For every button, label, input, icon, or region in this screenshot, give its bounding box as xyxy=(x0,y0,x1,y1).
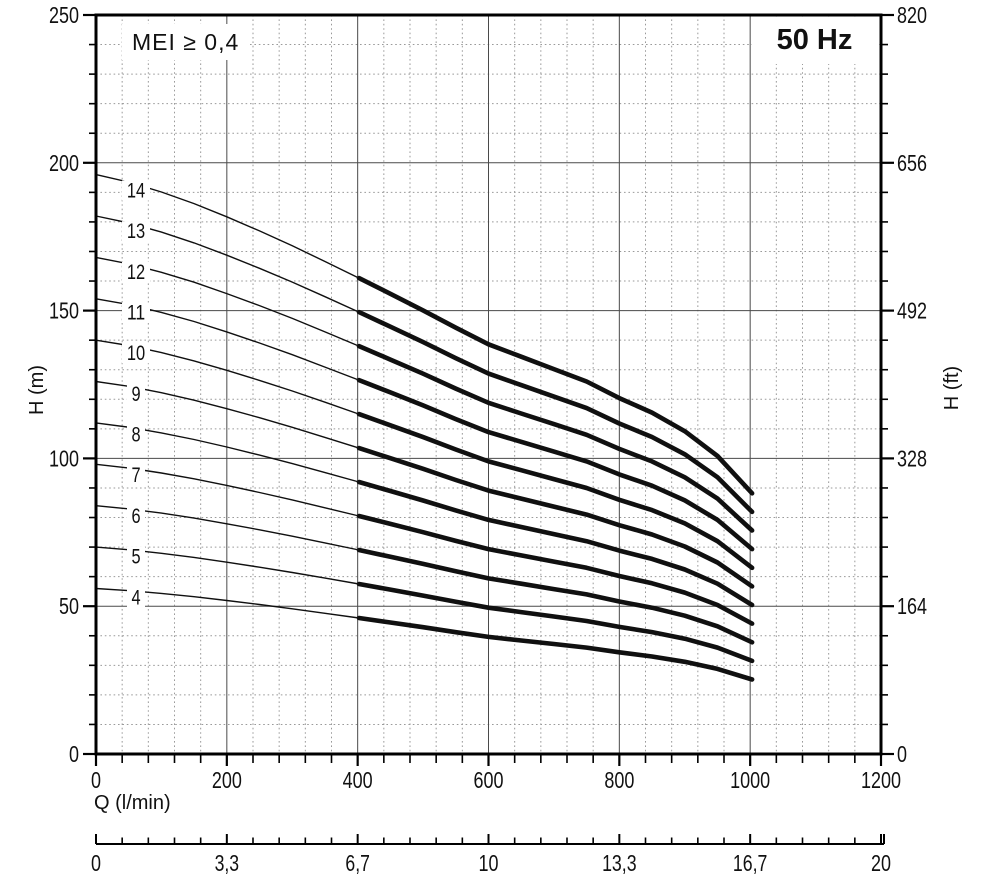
curve-label-bg-11 xyxy=(122,302,150,323)
y-axis-left-title: H (m) xyxy=(26,365,48,415)
curve-label-bg-5 xyxy=(127,546,145,567)
curve-labels: 14 13 12 11 10 9 8 7 6 5 4 xyxy=(122,179,150,609)
tick-label-x-0: 0 xyxy=(91,767,101,793)
tick-label-y-left-50: 50 xyxy=(59,593,79,619)
curve-14-thick xyxy=(356,275,755,496)
tick-label-x-secondary-20: 20 xyxy=(871,850,891,876)
tick-label-y-right-328: 328 xyxy=(897,445,927,471)
curve-label-bg-12 xyxy=(122,261,150,282)
tick-label-y-right-492: 492 xyxy=(897,298,927,324)
frequency-badge: 50 Hz xyxy=(752,17,877,64)
curves xyxy=(95,173,755,682)
curve-label-7: 7 xyxy=(131,464,140,487)
tick-label-y-right-0: 0 xyxy=(897,741,907,767)
tick-label-x-secondary-0: 0 xyxy=(91,850,101,876)
curve-label-bg-6 xyxy=(127,505,145,526)
tick-label-y-left-200: 200 xyxy=(49,150,79,176)
tick-label-y-left-150: 150 xyxy=(49,298,79,324)
tick-label-x-secondary-10: 10 xyxy=(479,850,499,876)
curve-12-thick xyxy=(356,343,755,533)
curve-label-bg-8 xyxy=(127,424,145,445)
tick-label-y-right-820: 820 xyxy=(897,2,927,28)
curve-label-bg-14 xyxy=(122,180,150,201)
curve-11-thick xyxy=(356,377,755,552)
curve-label-12: 12 xyxy=(127,261,145,284)
tick-label-x-secondary-3,3: 3,3 xyxy=(215,850,240,876)
mei-badge: MEI ≥ 0,4 xyxy=(122,24,250,60)
tick-label-x-secondary-6,7: 6,7 xyxy=(345,850,370,876)
curve-label-bg-10 xyxy=(122,343,150,364)
curve-label-bg-7 xyxy=(127,465,145,486)
tick-label-x-secondary-13,3: 13,3 xyxy=(602,850,637,876)
tick-label-y-left-250: 250 xyxy=(49,2,79,28)
curve-label-6: 6 xyxy=(131,505,140,528)
curve-8-thick xyxy=(356,479,755,608)
curve-label-13: 13 xyxy=(127,220,145,243)
curve-7-thick xyxy=(356,513,755,626)
curve-label-4: 4 xyxy=(131,586,140,609)
curve-label-bg-4 xyxy=(127,587,145,608)
curve-label-5: 5 xyxy=(131,546,140,569)
tick-label-y-left-0: 0 xyxy=(69,741,79,767)
x-axis-title: Q (l/min) xyxy=(94,792,171,814)
curve-4-thick xyxy=(356,615,755,682)
tick-label-x-800: 800 xyxy=(604,767,634,793)
tick-label-y-left-100: 100 xyxy=(49,445,79,471)
curve-label-bg-9 xyxy=(127,383,145,404)
curve-9-thick xyxy=(356,445,755,589)
curve-label-10: 10 xyxy=(127,342,145,365)
tick-label-y-right-164: 164 xyxy=(897,593,927,619)
tick-label-x-1200: 1200 xyxy=(861,767,901,793)
curve-label-11: 11 xyxy=(127,302,145,325)
secondary-axis: 0 3,3 6,7 10 13,3 16,7 20 xyxy=(91,834,891,876)
tick-label-x-secondary-16,7: 16,7 xyxy=(733,850,768,876)
curve-label-14: 14 xyxy=(127,179,146,202)
grid-major xyxy=(96,15,881,754)
axis-ticks xyxy=(83,13,894,766)
curve-13-thick xyxy=(356,309,755,515)
curve-label-bg-13 xyxy=(122,221,150,242)
tick-label-x-200: 200 xyxy=(212,767,242,793)
curve-5-thick xyxy=(356,581,755,664)
y-axis-right-title: H (ft) xyxy=(941,365,963,411)
tick-labels: 0 50 100 150 200 250 0 164 328 492 656 820 0 200 400 60… xyxy=(49,2,927,793)
tick-label-x-600: 600 xyxy=(474,767,504,793)
curve-label-9: 9 xyxy=(131,383,140,406)
tick-label-x-400: 400 xyxy=(343,767,373,793)
curve-label-8: 8 xyxy=(131,424,140,447)
tick-label-x-1000: 1000 xyxy=(730,767,770,793)
curve-6-thick xyxy=(356,547,755,645)
curve-10-thick xyxy=(356,411,755,571)
tick-label-y-right-656: 656 xyxy=(897,150,927,176)
